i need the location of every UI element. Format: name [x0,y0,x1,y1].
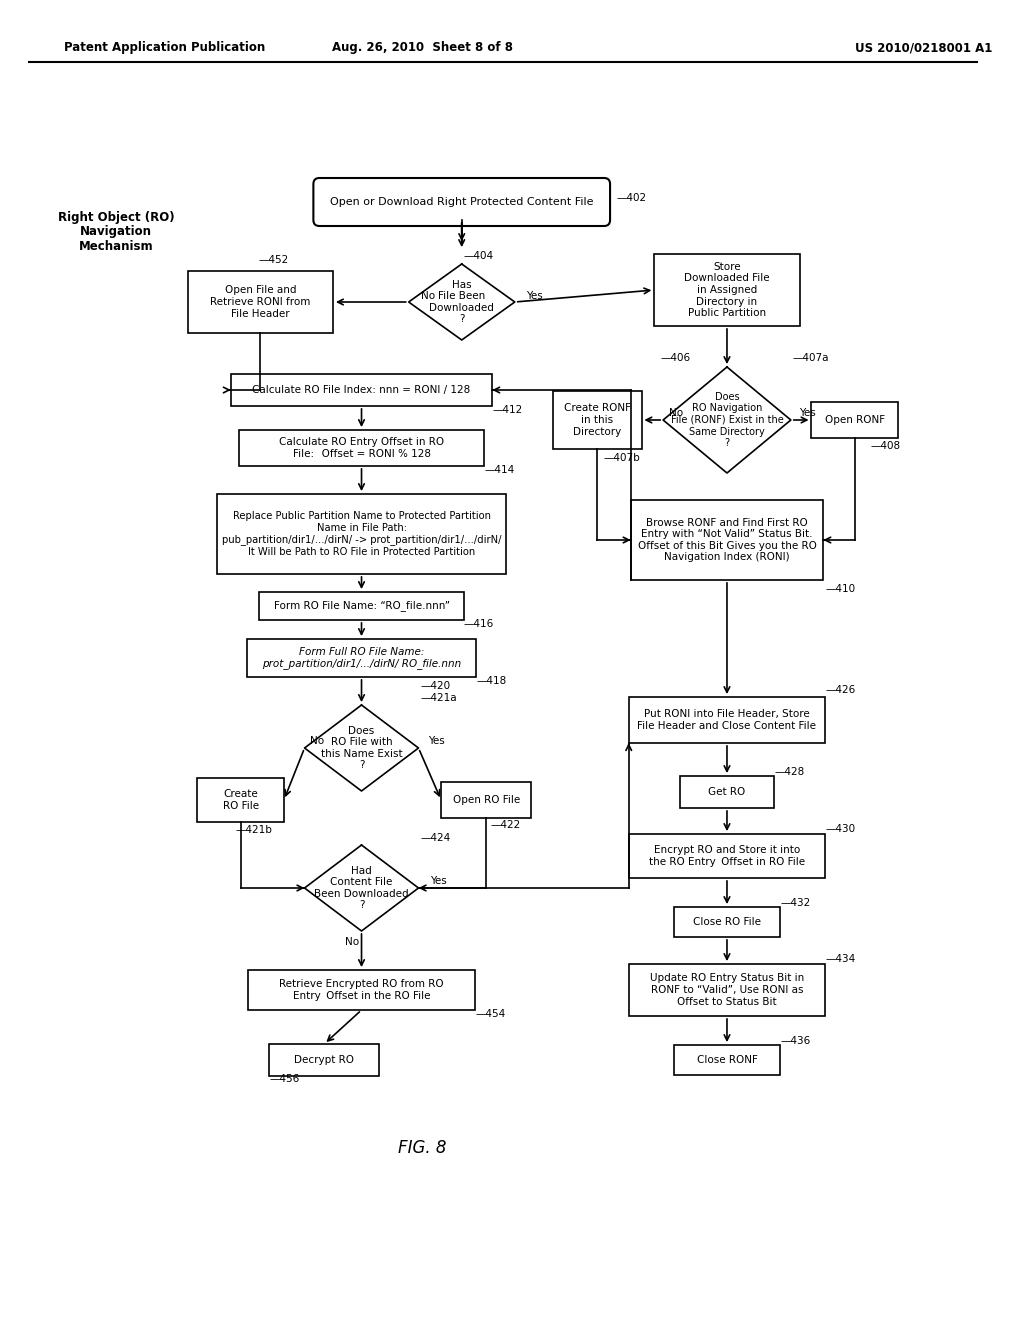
Text: —406: —406 [660,352,690,363]
Bar [217,494,506,574]
Text: Create
RO File: Create RO File [222,789,259,810]
Text: Aug. 26, 2010  Sheet 8 of 8: Aug. 26, 2010 Sheet 8 of 8 [332,41,513,54]
Text: Decrypt RO: Decrypt RO [294,1055,354,1065]
Text: Update RO Entry Status Bit in
RONF to “Valid”, Use RONI as
Offset to Status Bit: Update RO Entry Status Bit in RONF to “V… [650,973,804,1007]
Polygon shape [304,845,419,931]
Text: US 2010/0218001 A1: US 2010/0218001 A1 [855,41,992,54]
Bar [187,271,333,333]
Text: —407a: —407a [793,352,829,363]
Polygon shape [664,367,791,473]
Text: Yes: Yes [526,290,543,301]
Text: Does
RO File with
this Name Exist
?: Does RO File with this Name Exist ? [321,726,402,771]
Text: Open RONF: Open RONF [824,414,885,425]
Text: Put RONI into File Header, Store
File Header and Close Content File: Put RONI into File Header, Store File He… [638,709,816,731]
Text: Form RO File Name: “RO_file.nnn”: Form RO File Name: “RO_file.nnn” [273,601,450,611]
Text: Close RO File: Close RO File [693,917,761,927]
Bar [680,776,774,808]
Bar [553,391,641,449]
Text: Open or Download Right Protected Content File: Open or Download Right Protected Content… [330,197,594,207]
Text: Retrieve Encrypted RO from RO
Entry  Offset in the RO File: Retrieve Encrypted RO from RO Entry Offs… [280,979,443,1001]
Text: —416: —416 [464,619,494,630]
Text: —436: —436 [780,1036,810,1045]
Text: —434: —434 [825,954,855,964]
Text: Calculate RO File Index: nnn = RONI / 128: Calculate RO File Index: nnn = RONI / 12… [252,385,471,395]
Text: Patent Application Publication: Patent Application Publication [63,41,265,54]
Bar [629,697,825,743]
Text: Calculate RO Entry Offset in RO
File:   Offset = RONI % 128: Calculate RO Entry Offset in RO File: Of… [279,437,444,459]
Text: No: No [669,408,683,418]
Text: Yes: Yes [428,737,444,746]
Bar [239,430,484,466]
Bar [674,907,780,937]
Text: —432: —432 [780,898,810,908]
Text: —412: —412 [493,405,522,414]
Text: —404: —404 [464,251,494,261]
Text: —454: —454 [475,1008,506,1019]
FancyBboxPatch shape [313,178,610,226]
Text: —452: —452 [258,255,289,265]
Bar [674,1045,780,1074]
Text: Browse RONF and Find First RO
Entry with “Not Valid” Status Bit.
Offset of this : Browse RONF and Find First RO Entry with… [638,517,816,562]
Bar [259,591,464,620]
Text: Yes: Yes [430,876,446,886]
Text: Had
Content File
Been Downloaded
?: Had Content File Been Downloaded ? [314,866,409,911]
Text: —420: —420 [421,681,451,690]
Bar [247,639,476,677]
Bar [629,834,825,878]
Text: —408: —408 [870,441,900,451]
Text: Get RO: Get RO [709,787,745,797]
Text: —410: —410 [825,583,855,594]
Text: Form Full RO File Name:
prot_partition/dir1/.../dirN/ RO_file.nnn: Form Full RO File Name: prot_partition/d… [262,647,461,669]
Bar [441,781,531,818]
Text: No: No [310,737,325,746]
Text: —421b: —421b [236,825,272,836]
Polygon shape [409,264,515,341]
Text: —407b: —407b [603,453,640,463]
Text: Close RONF: Close RONF [696,1055,758,1065]
Text: Create RONF
in this
Directory: Create RONF in this Directory [564,404,631,437]
Text: —418: —418 [476,676,507,686]
Text: —421a: —421a [421,693,457,704]
Text: —456: —456 [269,1074,299,1084]
Text: Open RO File: Open RO File [453,795,520,805]
Text: Encrypt RO and Store it into
the RO Entry  Offset in RO File: Encrypt RO and Store it into the RO Entr… [649,845,805,867]
Bar [269,1044,379,1076]
Text: —422: —422 [490,820,520,830]
Text: No: No [345,937,358,946]
Text: Has
File Been
Downloaded
?: Has File Been Downloaded ? [429,280,495,325]
Text: Does
RO Navigation
File (RONF) Exist in the
Same Directory
?: Does RO Navigation File (RONF) Exist in … [671,392,783,449]
Bar [198,777,284,822]
Text: Yes: Yes [799,408,816,418]
Bar [811,403,898,438]
Bar [631,500,823,579]
Bar [654,253,800,326]
Text: —430: —430 [825,824,855,834]
Text: Right Object (RO)
Navigation
Mechanism: Right Object (RO) Navigation Mechanism [57,210,174,253]
Text: Open File and
Retrieve RONI from
File Header: Open File and Retrieve RONI from File He… [210,285,310,318]
Text: Replace Public Partition Name to Protected Partition
Name in File Path:
pub_part: Replace Public Partition Name to Protect… [222,511,502,557]
Bar [248,970,475,1010]
Text: —428: —428 [774,767,805,777]
Text: FIG. 8: FIG. 8 [398,1139,446,1158]
Polygon shape [304,705,419,791]
Text: —402: —402 [616,193,647,203]
Text: —424: —424 [421,833,451,843]
Text: No: No [421,290,435,301]
Bar [230,374,493,407]
Bar [629,964,825,1016]
Text: —414: —414 [484,465,515,475]
Text: Store
Downloaded File
in Assigned
Directory in
Public Partition: Store Downloaded File in Assigned Direct… [684,261,770,318]
Text: —426: —426 [825,685,855,696]
